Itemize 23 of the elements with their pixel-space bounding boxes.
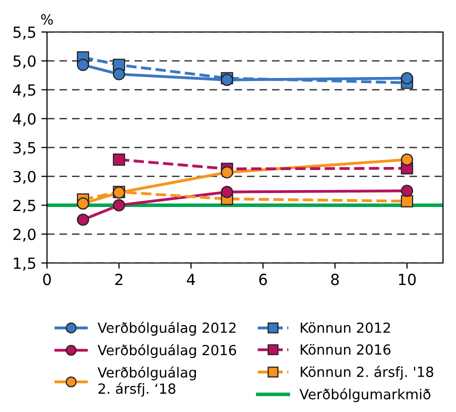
y-tick-label: 4,0 xyxy=(13,113,36,126)
legend-label: Verðbólgumarkmið xyxy=(300,388,430,402)
x-tick-label: 4 xyxy=(186,274,196,286)
y-tick-label: 5,5 xyxy=(13,26,36,40)
x-tick-label: 2 xyxy=(115,274,122,286)
y-tick-label: 2,5 xyxy=(13,200,36,213)
y-tick-label: 4,5 xyxy=(13,84,36,98)
y-tick-label: 5,0 xyxy=(13,55,36,68)
legend-label: Könnun 2012 xyxy=(300,322,390,334)
x-tick-label: 6 xyxy=(259,274,267,286)
x-tick-label: 0 xyxy=(43,274,51,286)
legend-label: Verðbólguálag 2012 xyxy=(98,322,236,336)
legend-label: Verðbólguálag 2. ársfj. ‘18 xyxy=(98,366,196,397)
x-tick-label: 10 xyxy=(398,274,416,286)
y-tick-label: 2,0 xyxy=(13,228,36,242)
legend-label: Könnun 2016 xyxy=(300,344,390,355)
y-tick-label: 3,5 xyxy=(13,142,36,156)
y-tick-label: 3,0 xyxy=(13,170,36,184)
legend-label: Könnun 2. ársfj. '18 xyxy=(300,366,434,380)
y-axis-title: % xyxy=(41,14,53,25)
y-tick-label: 1,5 xyxy=(14,258,36,271)
x-tick-label: 8 xyxy=(331,274,339,286)
legend-label: Verðbólguálag 2016 xyxy=(98,344,236,358)
